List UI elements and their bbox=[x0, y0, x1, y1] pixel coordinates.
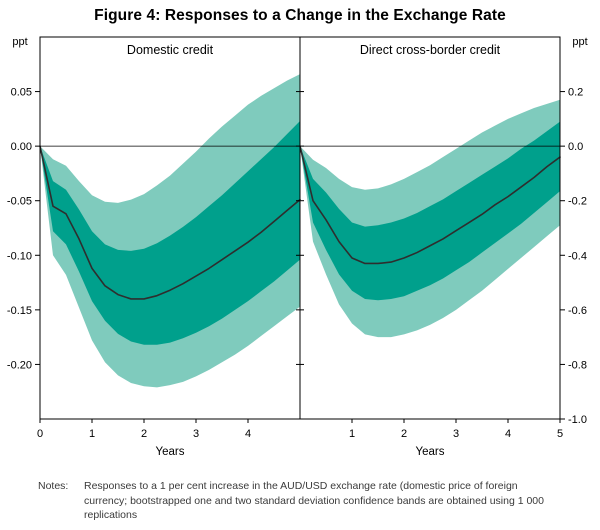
notes-text: Responses to a 1 per cent increase in th… bbox=[84, 480, 544, 522]
x-tick-label: 0 bbox=[37, 428, 43, 440]
x-tick-label: 1 bbox=[349, 428, 355, 440]
y-tick-label: 0.2 bbox=[568, 87, 583, 99]
x-tick-label: 4 bbox=[245, 428, 251, 440]
x-tick-label: 5 bbox=[557, 428, 563, 440]
x-axis-label: Years bbox=[416, 446, 445, 458]
x-tick-label: 1 bbox=[89, 428, 95, 440]
y-tick-label: -0.4 bbox=[568, 250, 587, 262]
response-line bbox=[299, 145, 561, 265]
x-tick-label: 2 bbox=[401, 428, 407, 440]
figure-title: Figure 4: Responses to a Change in the E… bbox=[94, 7, 506, 24]
y-tick-label: -0.8 bbox=[568, 359, 587, 371]
exchange-rate-response-chart: 0.050.00-0.05-0.10-0.15-0.200 1 2 3 4Domesti… bbox=[7, 36, 588, 458]
unit-label: ppt bbox=[12, 36, 27, 48]
y-tick-label: -0.15 bbox=[7, 305, 32, 317]
unit-label: ppt bbox=[572, 36, 587, 48]
y-tick-label: 0.00 bbox=[11, 141, 32, 153]
y-tick-label: 0.0 bbox=[568, 141, 583, 153]
x-tick-label: 2 bbox=[141, 428, 147, 440]
x-tick-label: 3 bbox=[193, 428, 199, 440]
notes-label: Notes: bbox=[38, 480, 69, 492]
one-sd-confidence-band bbox=[300, 121, 560, 301]
x-tick-label: 4 bbox=[505, 428, 511, 440]
y-tick-label: -1.0 bbox=[568, 414, 587, 426]
one-sd-confidence-band bbox=[40, 121, 300, 345]
y-tick-label: -0.20 bbox=[7, 359, 32, 371]
response-line bbox=[39, 145, 301, 300]
x-tick-label: 3 bbox=[453, 428, 459, 440]
x-axis-label: Years bbox=[156, 446, 185, 458]
figure-notes: Notes: Responses to a 1 per cent increas… bbox=[38, 479, 568, 523]
panel-title: Direct cross-border credit bbox=[360, 43, 501, 57]
y-tick-label: -0.2 bbox=[568, 196, 587, 208]
y-tick-label: -0.05 bbox=[7, 196, 32, 208]
y-tick-label: -0.6 bbox=[568, 305, 587, 317]
panel-title: Domestic credit bbox=[127, 43, 214, 57]
y-tick-label: -0.10 bbox=[7, 250, 32, 262]
y-tick-label: 0.05 bbox=[11, 87, 32, 99]
